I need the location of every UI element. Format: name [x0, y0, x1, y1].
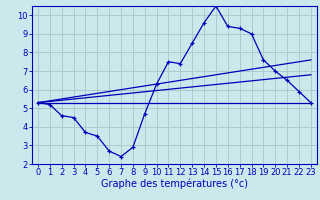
X-axis label: Graphe des températures (°c): Graphe des températures (°c) — [101, 179, 248, 189]
